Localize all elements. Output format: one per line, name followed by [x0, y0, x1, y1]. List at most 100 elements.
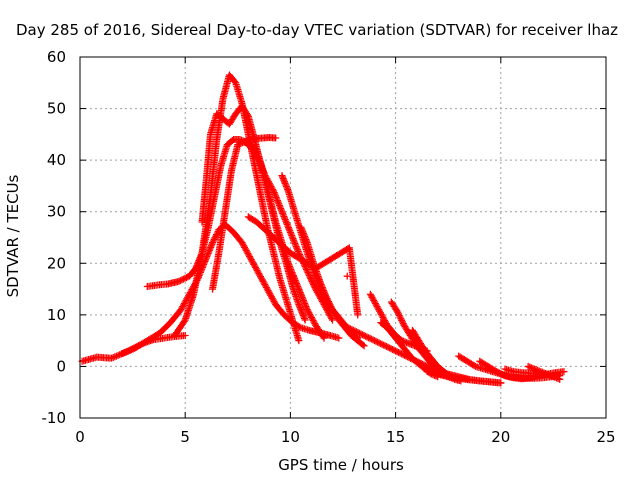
data-point — [371, 298, 379, 306]
data-point — [295, 337, 303, 345]
data-point — [243, 248, 251, 256]
data-point — [257, 274, 265, 282]
data-point — [351, 327, 359, 335]
data-point — [243, 111, 251, 119]
data-point — [372, 337, 380, 345]
data-point — [246, 254, 254, 262]
series-track-11 — [343, 272, 351, 280]
data-point — [395, 312, 403, 320]
data-point — [231, 77, 239, 85]
data-point — [177, 306, 185, 314]
data-point — [304, 307, 312, 315]
data-point — [371, 300, 379, 308]
data-point — [354, 311, 362, 319]
data-point — [325, 299, 333, 307]
data-point — [324, 308, 332, 316]
data-point — [381, 342, 389, 350]
data-point — [366, 334, 374, 342]
data-point — [303, 267, 311, 275]
data-point — [394, 308, 402, 316]
data-point — [360, 331, 368, 339]
y-tick-label: 40 — [47, 151, 66, 169]
series-track-10 — [297, 223, 368, 350]
series-track-17 — [423, 368, 505, 387]
y-tick-label: 60 — [47, 48, 66, 66]
data-point — [251, 262, 259, 270]
data-point — [178, 304, 186, 312]
data-point — [305, 270, 313, 278]
data-point — [303, 266, 311, 274]
x-tick-label: 10 — [281, 428, 300, 446]
data-point — [398, 316, 406, 324]
data-point — [175, 277, 183, 285]
data-point — [390, 346, 398, 354]
data-point — [270, 297, 278, 305]
data-point — [398, 350, 406, 358]
data-point — [380, 341, 388, 349]
data-point — [397, 315, 405, 323]
data-point — [314, 290, 322, 298]
data-point — [321, 302, 329, 310]
data-point — [176, 277, 184, 285]
data-point — [362, 332, 370, 340]
data-point — [497, 379, 505, 387]
data-point — [325, 310, 333, 318]
data-point — [112, 352, 120, 360]
data-point — [394, 310, 402, 318]
data-point — [109, 353, 117, 361]
data-point — [324, 296, 332, 304]
data-point — [259, 277, 267, 285]
data-point — [367, 292, 375, 300]
data-point — [369, 295, 377, 303]
data-point — [253, 267, 261, 275]
data-point — [344, 323, 352, 331]
data-point — [268, 294, 276, 302]
data-point — [353, 328, 361, 336]
data-point — [260, 279, 268, 287]
data-point — [384, 343, 392, 351]
data-point — [239, 240, 247, 248]
data-point — [238, 239, 246, 247]
y-axis-ticks: -10 0 10 20 30 40 50 60 — [42, 48, 606, 427]
data-point — [377, 310, 385, 318]
series-track-8 — [244, 213, 362, 319]
x-tick-label: 15 — [386, 428, 405, 446]
data-point — [377, 340, 385, 348]
x-tick-label: 20 — [491, 428, 510, 446]
data-point — [320, 334, 328, 342]
data-point — [178, 276, 186, 284]
data-point — [211, 234, 219, 242]
data-point — [392, 347, 400, 355]
y-tick-label: 20 — [47, 254, 66, 272]
data-point — [350, 326, 358, 334]
data-point — [263, 285, 271, 293]
data-point — [399, 351, 407, 359]
data-point — [378, 340, 386, 348]
data-point — [328, 316, 336, 324]
y-tick-label: -10 — [42, 409, 67, 427]
data-point — [308, 315, 316, 323]
data-point — [181, 331, 189, 339]
data-point — [264, 287, 272, 295]
x-tick-label: 5 — [180, 428, 190, 446]
series-track-3 — [143, 136, 336, 324]
data-point — [180, 301, 188, 309]
data-point — [343, 272, 351, 280]
data-point — [398, 318, 406, 326]
data-point — [307, 276, 315, 284]
data-point — [386, 344, 394, 352]
data-point — [395, 348, 403, 356]
data-point — [322, 293, 330, 301]
data-point — [249, 259, 257, 267]
data-point — [306, 273, 314, 281]
data-point — [470, 362, 478, 370]
data-point — [312, 287, 320, 295]
data-point — [371, 337, 379, 345]
data-point — [182, 274, 190, 282]
data-point — [325, 298, 333, 306]
data-point — [255, 270, 263, 278]
data-point — [348, 326, 356, 334]
data-point — [303, 306, 311, 314]
data-point — [354, 329, 362, 337]
